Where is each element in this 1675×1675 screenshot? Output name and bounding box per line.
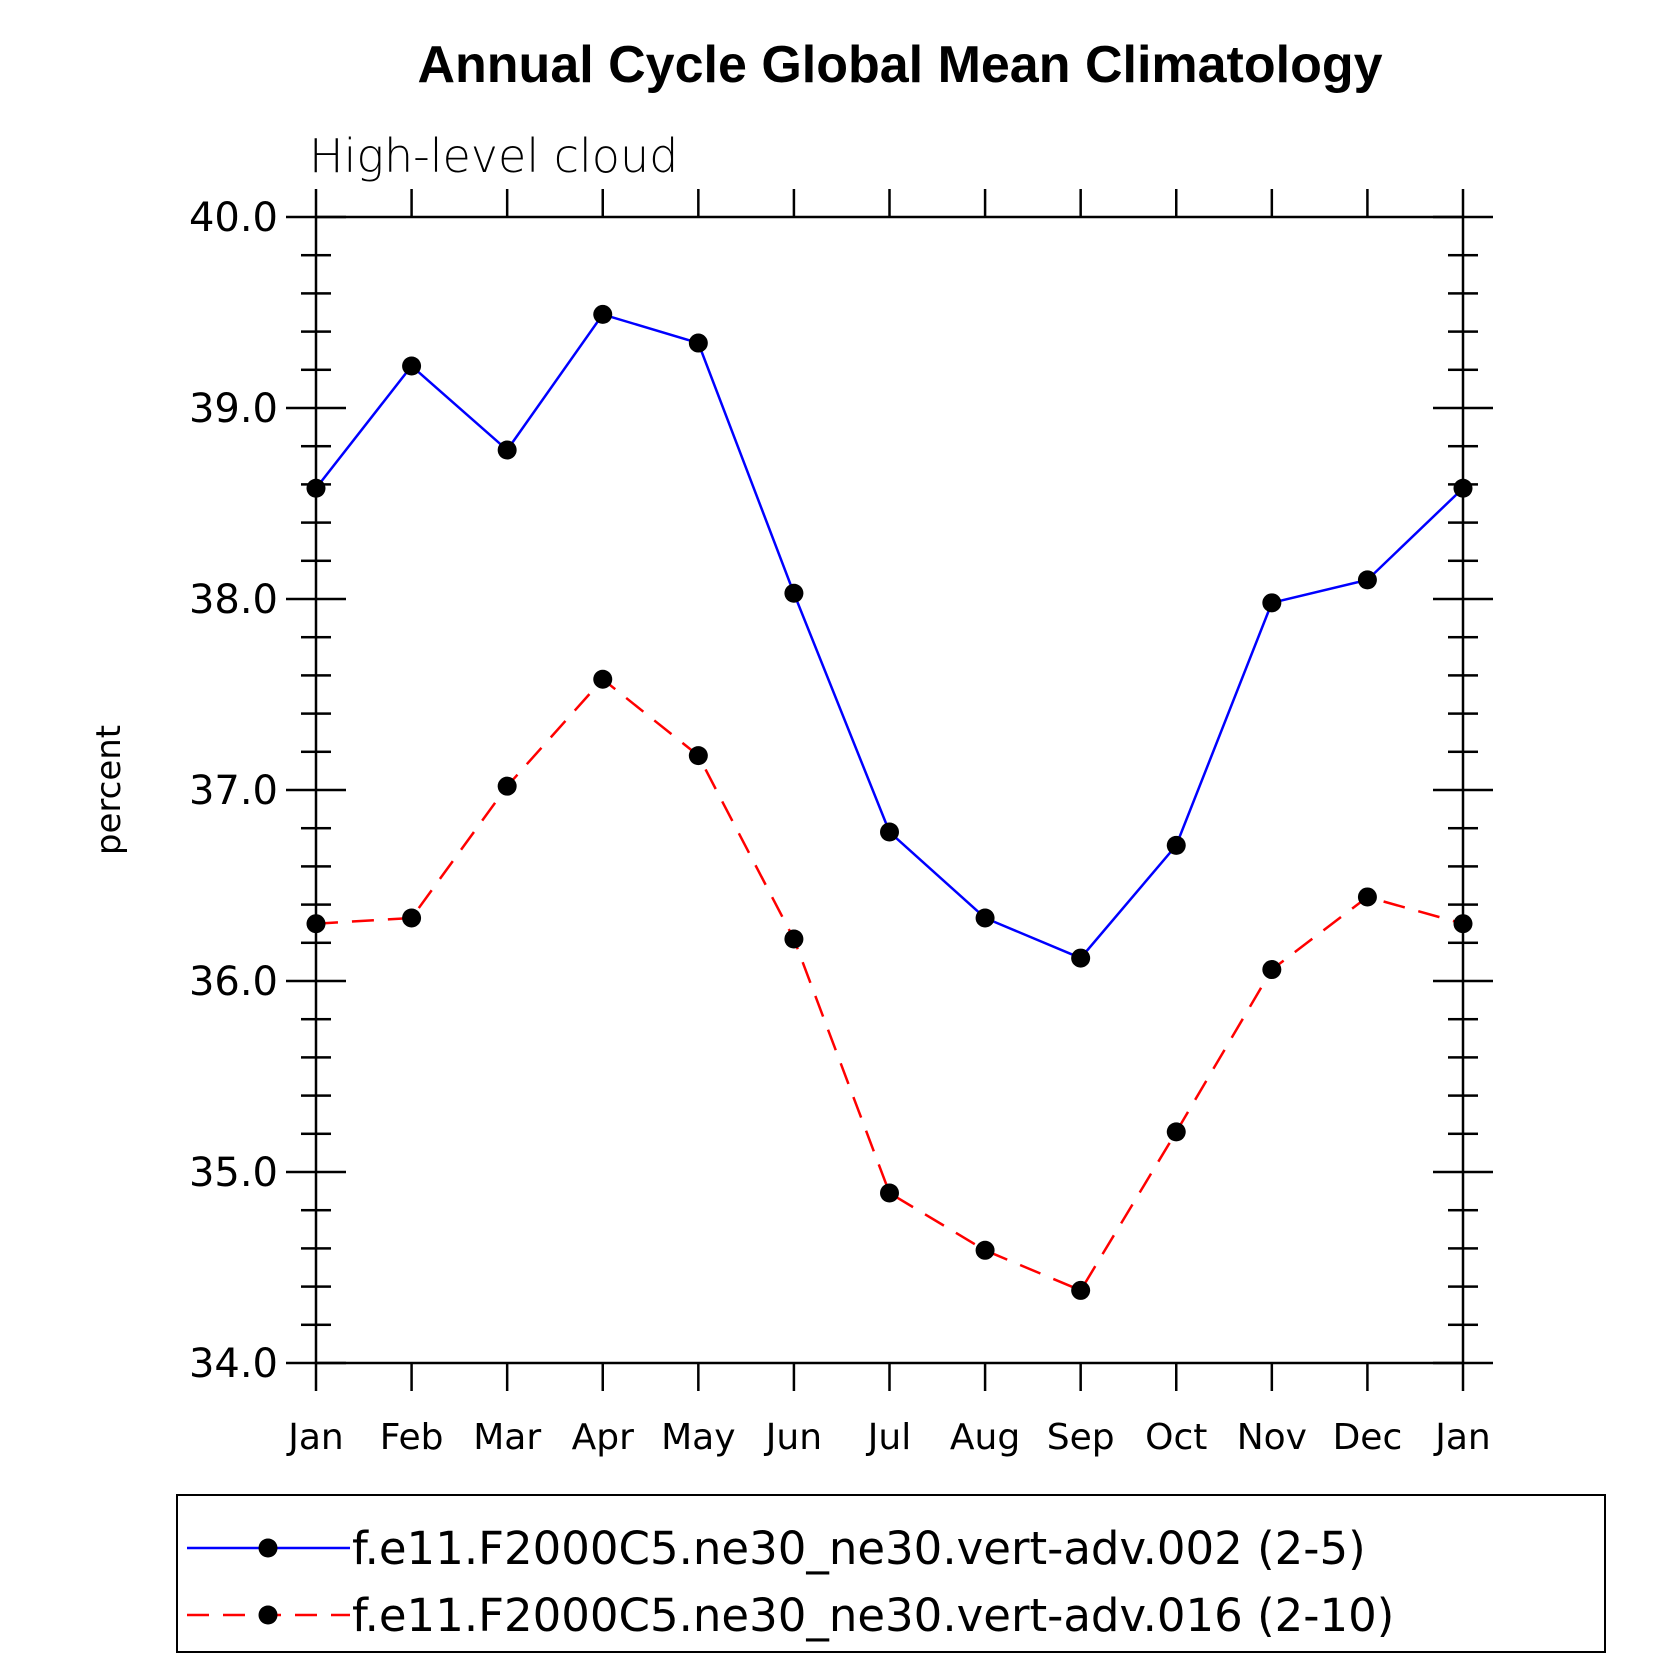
y-axis-label: percent <box>89 725 129 855</box>
legend-label-2: f.e11.F2000C5.ne30_ne30.vert-adv.016 (2-… <box>352 1589 1394 1642</box>
data-point-series-2 <box>593 669 613 689</box>
x-tick-label: Jun <box>764 1417 822 1458</box>
x-tick-label: Sep <box>1047 1417 1115 1458</box>
data-point-series-1 <box>1453 478 1473 498</box>
x-tick-label: Feb <box>380 1417 444 1458</box>
legend-marker-2 <box>258 1605 278 1625</box>
data-point-series-2 <box>975 1240 995 1260</box>
y-tick-label: 36.0 <box>189 959 278 1005</box>
data-point-series-1 <box>1166 835 1186 855</box>
data-point-series-2 <box>1453 914 1473 934</box>
data-point-series-1 <box>306 478 326 498</box>
x-tick-label: Jan <box>1433 1417 1491 1458</box>
chart-subtitle: High-level cloud <box>309 129 678 183</box>
x-tick-label: Mar <box>473 1417 541 1458</box>
series-layer <box>306 304 1473 1300</box>
data-point-series-2 <box>497 776 517 796</box>
y-tick-label: 35.0 <box>189 1150 278 1196</box>
plot-axes: 34.0 35.0 36.0 37.0 38.0 39.0 40.0 Jan Feb Mar Apr… <box>189 189 1493 1458</box>
legend: f.e11.F2000C5.ne30_ne30.vert-adv.002 (2-… <box>176 1494 1606 1653</box>
x-tick-label: Nov <box>1237 1417 1307 1458</box>
data-point-series-1 <box>1262 593 1282 613</box>
data-point-series-1 <box>688 333 708 353</box>
data-point-series-2 <box>1262 960 1282 980</box>
data-point-series-1 <box>975 908 995 928</box>
data-point-series-2 <box>784 929 804 949</box>
data-point-series-2 <box>402 908 422 928</box>
data-point-series-1 <box>784 583 804 603</box>
x-tick-label: Apr <box>572 1417 634 1458</box>
data-point-series-1 <box>1071 948 1091 968</box>
y-tick-label: 38.0 <box>189 577 278 623</box>
legend-label-1: f.e11.F2000C5.ne30_ne30.vert-adv.002 (2-… <box>352 1522 1366 1575</box>
data-point-series-1 <box>402 356 422 376</box>
data-point-series-1 <box>593 304 613 324</box>
data-point-series-2 <box>880 1183 899 1203</box>
y-tick-label: 39.0 <box>189 386 278 432</box>
data-point-series-2 <box>306 914 326 934</box>
data-point-series-2 <box>1071 1280 1091 1300</box>
data-point-series-2 <box>1357 887 1377 907</box>
x-tick-label: Dec <box>1333 1417 1403 1458</box>
data-point-series-1 <box>497 440 517 460</box>
legend-box <box>176 1494 1606 1653</box>
data-point-series-1 <box>1357 570 1377 590</box>
x-tick-label: Jul <box>866 1417 911 1458</box>
y-tick-label: 34.0 <box>189 1341 278 1387</box>
x-tick-label: Oct <box>1145 1417 1207 1458</box>
legend-marker-1 <box>258 1538 278 1558</box>
y-tick-label: 37.0 <box>189 768 278 814</box>
series-line-1 <box>315 312 1464 960</box>
y-tick-label: 40.0 <box>189 195 278 241</box>
data-point-series-1 <box>880 822 899 842</box>
x-tick-label: May <box>661 1417 735 1458</box>
data-point-series-2 <box>1166 1122 1186 1142</box>
x-tick-label: Aug <box>950 1417 1020 1458</box>
chart-title: Annual Cycle Global Mean Climatology <box>417 36 1382 94</box>
data-point-series-2 <box>688 746 708 766</box>
x-tick-label: Jan <box>286 1417 344 1458</box>
